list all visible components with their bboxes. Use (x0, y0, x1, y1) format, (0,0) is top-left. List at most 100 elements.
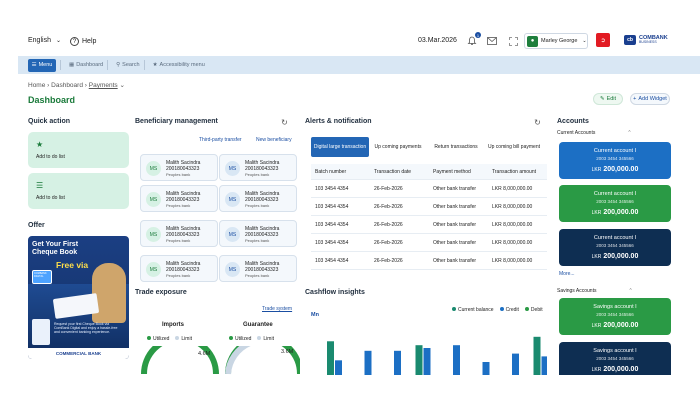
table-row[interactable]: 103 3454 4354 26-Feb-2026 Other bank trans… (311, 180, 547, 198)
refresh-icon[interactable]: ↻ (281, 118, 288, 127)
cashflow-bar[interactable] (327, 341, 334, 376)
cashflow-bar[interactable] (541, 356, 548, 376)
menu-button[interactable]: ☰ Menu (28, 58, 56, 72)
notification-badge: 1 (475, 32, 481, 38)
tab-upcoming-bill-payment[interactable]: Up coming bill payment (488, 144, 540, 150)
quick-action-card[interactable]: ★ Add to do list (28, 132, 129, 168)
table-cell: LKR 8,000,000.00 (492, 185, 533, 192)
language-selector[interactable]: English ⌄ (28, 37, 61, 44)
beneficiary-name-account: Malith Sacindra 200180043323 (245, 191, 280, 203)
third-party-transfer-link[interactable]: Third-party transfer (199, 137, 242, 143)
current-accounts-header[interactable]: Current Accounts ⌃ (557, 130, 632, 136)
column-header: Payment method (433, 168, 471, 175)
table-cell: 103 3454 4354 (315, 221, 349, 228)
help-link[interactable]: ? Help (70, 37, 96, 46)
cashflow-bar[interactable] (335, 360, 342, 376)
beneficiary-bank: Peoples bank (166, 172, 191, 177)
account-card[interactable]: Savings account I 2003 3454 345566 LKR 200… (559, 298, 671, 335)
quick-action-card[interactable]: ☰ Add to do list (28, 173, 129, 209)
account-balance: LKR 200,000.00 (591, 166, 639, 173)
beneficiary-card[interactable]: MS Malith Sacindra 200180043323 Peoples ban… (140, 185, 218, 212)
user-menu[interactable]: ● Marley George ⌄ (524, 33, 588, 49)
table-cell: Other bank transfer (433, 203, 477, 210)
cashflow-bar[interactable] (423, 348, 431, 376)
trade-system-link[interactable]: Trade system (262, 306, 293, 312)
bell-icon[interactable]: 1 (466, 32, 481, 47)
gauge-guarantee-utilized (225, 346, 251, 375)
pencil-icon: ✎ (599, 96, 605, 102)
account-card[interactable]: Savings account I 2003 3454 345566 LKR 200… (559, 342, 671, 379)
cashflow-bar[interactable] (394, 350, 401, 376)
beneficiary-card[interactable]: MS Malith Sacindra 200180043323 Peoples ban… (219, 255, 297, 282)
legend-credit: Credit (499, 307, 519, 313)
table-row[interactable]: 103 3454 4354 26-Feb-2026 Other bank trans… (311, 198, 547, 216)
alerts-tabs: Digital large transaction Up coming paym… (311, 137, 543, 157)
savings-accounts-header[interactable]: Savings Accounts ⌃ (557, 288, 633, 294)
account-card[interactable]: Current account I 2003 3454 345566 LKR 200… (559, 142, 671, 179)
column-header: Batch number (315, 168, 347, 175)
app-badge-text: COMBANK DIGITAL (34, 272, 47, 278)
nav-search[interactable]: ⚲ Search (116, 62, 139, 68)
beneficiary-card[interactable]: MS Malith Sacindra 200180043323 Peoples ban… (140, 154, 218, 181)
beneficiary-card[interactable]: MS Malith Sacindra 200180043323 Peoples ban… (219, 220, 297, 247)
nav-dashboard[interactable]: ▦ Dashboard (69, 62, 103, 68)
more-accounts-link[interactable]: More... (559, 271, 575, 277)
cashflow-bar[interactable] (512, 353, 519, 376)
help-label: Help (82, 38, 97, 45)
phone-image (32, 319, 50, 345)
edit-button[interactable]: ✎ Edit (593, 93, 623, 105)
cashflow-bar[interactable] (415, 345, 423, 376)
account-balance: LKR 200,000.00 (591, 209, 639, 216)
mail-icon[interactable] (486, 35, 498, 47)
logout-icon[interactable]: ➲ (596, 33, 610, 47)
quick-action-label: Add to do list (36, 154, 65, 160)
account-balance: LKR 200,000.00 (591, 253, 639, 260)
chevron-down-icon: ⌄ (119, 82, 125, 89)
account-name: Current account I (593, 235, 637, 241)
star-icon: ★ (36, 140, 44, 149)
gauge-value-imports: 4.6M (198, 351, 211, 357)
add-widget-button[interactable]: + Add Widget (630, 93, 670, 105)
table-cell: 26-Feb-2026 (374, 221, 403, 228)
beneficiary-initials: MS (225, 192, 240, 207)
account-card[interactable]: Current account I 2003 3454 345566 LKR 200… (559, 185, 671, 222)
beneficiary-title: Beneficiary management (135, 118, 218, 125)
tab-upcoming-payments[interactable]: Up coming payments (374, 144, 422, 150)
search-icon: ⚲ (116, 62, 121, 68)
beneficiary-name-account: Malith Sacindra 200180043323 (245, 261, 280, 273)
tab-digital-large-transaction[interactable]: Digital large transaction (311, 137, 369, 157)
tab-return-transactions[interactable]: Return transactions (434, 144, 478, 150)
table-row[interactable]: 103 3454 4354 26-Feb-2026 Other bank trans… (311, 252, 547, 270)
beneficiary-bank: Peoples bank (245, 273, 270, 278)
beneficiary-card[interactable]: MS Malith Sacindra 200180043323 Peoples ban… (219, 185, 297, 212)
refresh-icon[interactable]: ↻ (534, 118, 541, 127)
cashflow-bar[interactable] (453, 345, 460, 376)
breadcrumb-separator: › (47, 82, 52, 89)
divider (60, 60, 61, 70)
cashflow-bar[interactable] (482, 362, 490, 376)
beneficiary-card[interactable]: MS Malith Sacindra 200180043323 Peoples ban… (140, 255, 218, 282)
breadcrumb-payments[interactable]: Payments (88, 82, 118, 89)
table-row[interactable]: 103 3454 4354 26-Feb-2026 Other bank trans… (311, 216, 547, 234)
beneficiary-card[interactable]: MS Malith Sacindra 200180043323 Peoples ban… (140, 220, 218, 247)
page-title: Dashboard (28, 95, 76, 105)
offer-banner[interactable]: Get Your First Cheque Book Free via COMB… (28, 236, 129, 359)
chevron-up-icon: ⌃ (628, 288, 633, 294)
beneficiary-name-account: Malith Sacindra 200180043323 (166, 191, 201, 203)
new-beneficiary-link[interactable]: New beneficiary (256, 137, 292, 143)
top-bar: English ⌄ ? Help 03.Mar.2026 1 ● Marley G… (0, 26, 700, 56)
savings-accounts-label: Savings Accounts (557, 288, 597, 294)
beneficiary-initials: MS (146, 192, 161, 207)
beneficiary-card[interactable]: MS Malith Sacindra 200180043323 Peoples ban… (219, 154, 297, 181)
edit-label: Edit (606, 96, 617, 102)
fullscreen-icon[interactable] (507, 35, 519, 47)
table-row[interactable]: 103 3454 4354 26-Feb-2026 Other bank trans… (311, 234, 547, 252)
breadcrumb-home[interactable]: Home (28, 82, 46, 89)
table-cell: Other bank transfer (433, 221, 477, 228)
account-balance: LKR 200,000.00 (591, 366, 639, 373)
cashflow-bar[interactable] (364, 350, 372, 376)
cashflow-bar[interactable] (533, 336, 541, 376)
breadcrumb-dashboard[interactable]: Dashboard (51, 82, 83, 89)
nav-accessibility[interactable]: ★ Accessibility menu (153, 62, 205, 68)
account-card[interactable]: Current account I 2003 3454 345566 LKR 200… (559, 229, 671, 266)
